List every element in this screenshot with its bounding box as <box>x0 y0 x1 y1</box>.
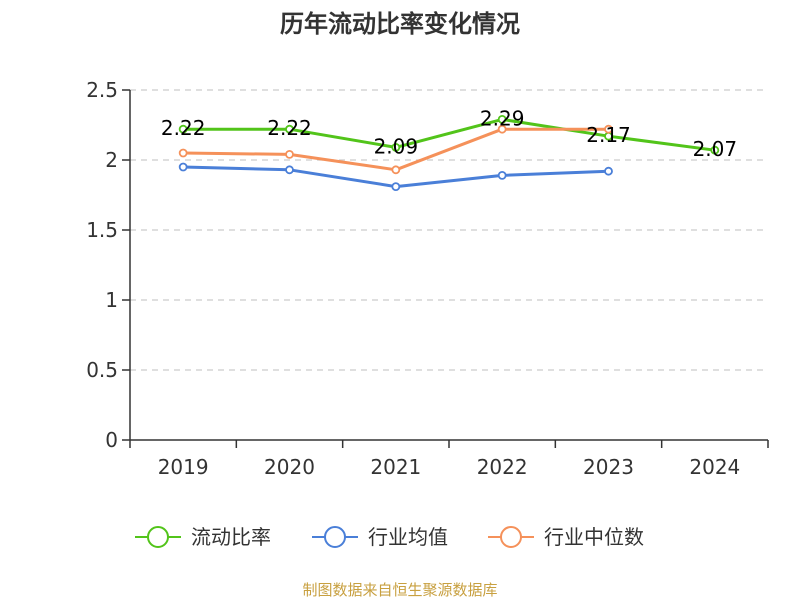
data-point[interactable] <box>497 115 507 124</box>
x-tick-label: 2024 <box>689 455 740 479</box>
legend[interactable]: 流动比率 行业均值 行业中位数 <box>135 525 644 549</box>
grid-lines <box>130 89 768 371</box>
source-note: 制图数据来自恒生聚源数据库 <box>302 581 497 599</box>
legend-marker <box>500 526 522 548</box>
series-group <box>178 115 720 192</box>
x-tick-label: 2022 <box>477 455 528 479</box>
series-line-0 <box>183 117 716 152</box>
data-point[interactable] <box>285 149 294 159</box>
y-tick-label: 1 <box>105 288 118 312</box>
x-tick-label: 2023 <box>583 455 634 479</box>
data-point[interactable] <box>391 142 401 152</box>
legend-label: 行业均值 <box>368 525 448 549</box>
legend-item-1[interactable]: 行业均值 <box>312 525 448 549</box>
data-label: 2.07 <box>693 137 738 161</box>
legend-label: 行业中位数 <box>544 525 644 549</box>
y-tick-label: 0.5 <box>86 358 118 382</box>
data-label: 2.29 <box>480 106 525 130</box>
data-point[interactable] <box>285 165 294 175</box>
legend-marker <box>324 526 346 548</box>
legend-marker <box>147 526 169 548</box>
y-tick-label: 0 <box>105 428 118 452</box>
data-point[interactable] <box>497 170 507 180</box>
data-point[interactable] <box>178 124 188 134</box>
data-point[interactable] <box>285 124 294 134</box>
data-labels: 2.22 2.22 2.09 2.29 2.17 2.07 <box>161 106 737 161</box>
x-tick-label: 2021 <box>370 455 421 479</box>
data-point[interactable] <box>391 165 401 175</box>
data-label: 2.22 <box>161 116 206 140</box>
y-tick-label: 2 <box>105 148 118 172</box>
data-point[interactable] <box>391 182 401 192</box>
data-point[interactable] <box>178 148 188 158</box>
chart-title: 历年流动比率变化情况 <box>280 10 520 38</box>
y-tick-label: 1.5 <box>86 218 118 242</box>
legend-item-0[interactable]: 流动比率 <box>135 525 271 549</box>
axes: 0 0.5 1 1.5 2 2.5 2019 2020 2021 2022 2023 2024 <box>86 78 769 479</box>
data-label: 2.09 <box>374 134 419 158</box>
data-label: 2.17 <box>586 123 631 147</box>
x-tick-label: 2020 <box>264 455 315 479</box>
data-point[interactable] <box>604 124 613 134</box>
legend-label: 流动比率 <box>191 525 271 549</box>
data-point[interactable] <box>710 145 720 155</box>
data-label: 2.22 <box>267 116 312 140</box>
data-point[interactable] <box>604 166 613 176</box>
data-point[interactable] <box>497 124 507 134</box>
y-tick-label: 2.5 <box>86 78 118 102</box>
legend-item-2[interactable]: 行业中位数 <box>488 525 644 549</box>
data-point[interactable] <box>178 162 188 172</box>
x-tick-label: 2019 <box>158 455 209 479</box>
